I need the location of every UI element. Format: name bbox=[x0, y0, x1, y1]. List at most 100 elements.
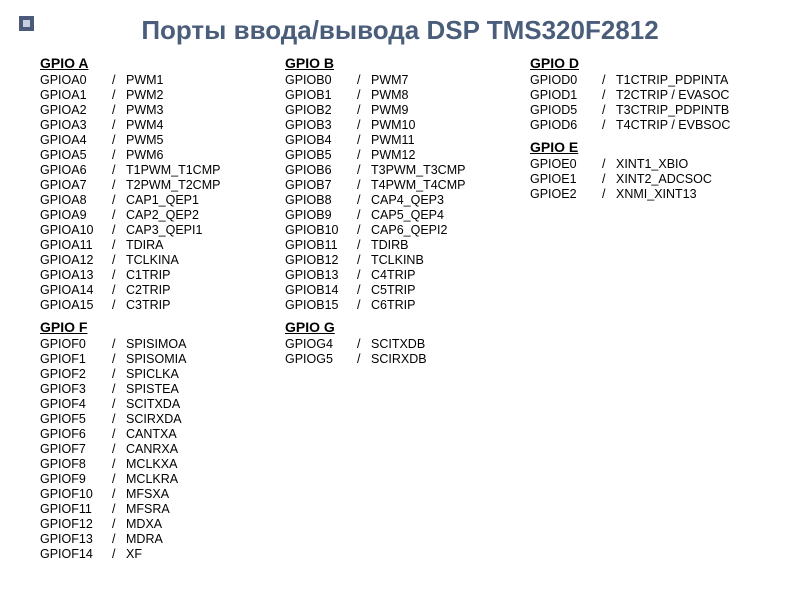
pin-name: GPIOF9 bbox=[40, 472, 112, 487]
alt-function: C4TRIP bbox=[371, 268, 530, 283]
pin-name: GPIOB13 bbox=[285, 268, 357, 283]
gpio-column: GPIO DGPIOD0/T1CTRIP_PDPINTAGPIOD1/T2CTR… bbox=[530, 55, 775, 562]
group-head: GPIO G bbox=[285, 319, 530, 335]
pin-name: GPIOA12 bbox=[40, 253, 112, 268]
alt-function: PWM1 bbox=[126, 73, 285, 88]
pin-name: GPIOF14 bbox=[40, 547, 112, 562]
pin-row: GPIOF14/XF bbox=[40, 547, 285, 562]
pin-row: GPIOF13/MDRA bbox=[40, 532, 285, 547]
alt-function: SCIRXDB bbox=[371, 352, 530, 367]
separator: / bbox=[357, 298, 371, 313]
pin-name: GPIOA6 bbox=[40, 163, 112, 178]
pin-name: GPIOB8 bbox=[285, 193, 357, 208]
alt-function: CAP5_QEP4 bbox=[371, 208, 530, 223]
pin-row: GPIOF3/SPISTEA bbox=[40, 382, 285, 397]
pin-name: GPIOF0 bbox=[40, 337, 112, 352]
pin-row: GPIOG5/SCIRXDB bbox=[285, 352, 530, 367]
pin-name: GPIOF2 bbox=[40, 367, 112, 382]
gpio-column: GPIO AGPIOA0/PWM1GPIOA1/PWM2GPIOA2/PWM3G… bbox=[40, 55, 285, 562]
pin-row: GPIOB7/T4PWM_T4CMP bbox=[285, 178, 530, 193]
separator: / bbox=[112, 193, 126, 208]
pin-name: GPIOA4 bbox=[40, 133, 112, 148]
alt-function: TDIRA bbox=[126, 238, 285, 253]
separator: / bbox=[112, 397, 126, 412]
pin-row: GPIOB15/C6TRIP bbox=[285, 298, 530, 313]
pin-name: GPIOF12 bbox=[40, 517, 112, 532]
alt-function: CAP3_QEPI1 bbox=[126, 223, 285, 238]
separator: / bbox=[357, 178, 371, 193]
pin-name: GPIOG5 bbox=[285, 352, 357, 367]
pin-name: GPIOA9 bbox=[40, 208, 112, 223]
alt-function: CAP4_QEP3 bbox=[371, 193, 530, 208]
separator: / bbox=[357, 118, 371, 133]
alt-function: MCLKRA bbox=[126, 472, 285, 487]
pin-row: GPIOA15/C3TRIP bbox=[40, 298, 285, 313]
alt-function: MFSXA bbox=[126, 487, 285, 502]
pin-name: GPIOF6 bbox=[40, 427, 112, 442]
pin-row: GPIOF5/SCIRXDA bbox=[40, 412, 285, 427]
alt-function: T1PWM_T1CMP bbox=[126, 163, 285, 178]
alt-function: TCLKINB bbox=[371, 253, 530, 268]
alt-function: MCLKXA bbox=[126, 457, 285, 472]
pin-name: GPIOF4 bbox=[40, 397, 112, 412]
separator: / bbox=[112, 163, 126, 178]
pin-name: GPIOF3 bbox=[40, 382, 112, 397]
separator: / bbox=[112, 238, 126, 253]
pin-name: GPIOB2 bbox=[285, 103, 357, 118]
separator: / bbox=[112, 352, 126, 367]
group-head: GPIO D bbox=[530, 55, 775, 71]
pin-row: GPIOB13/C4TRIP bbox=[285, 268, 530, 283]
alt-function: C6TRIP bbox=[371, 298, 530, 313]
pin-name: GPIOB6 bbox=[285, 163, 357, 178]
pin-row: GPIOB2/PWM9 bbox=[285, 103, 530, 118]
pin-name: GPIOB3 bbox=[285, 118, 357, 133]
pin-name: GPIOG4 bbox=[285, 337, 357, 352]
alt-function: PWM4 bbox=[126, 118, 285, 133]
separator: / bbox=[357, 163, 371, 178]
alt-function: C3TRIP bbox=[126, 298, 285, 313]
alt-function: XINT2_ADCSOC bbox=[616, 172, 775, 187]
alt-function: T1CTRIP_PDPINTA bbox=[616, 73, 775, 88]
pin-row: GPIOB10/CAP6_QEPI2 bbox=[285, 223, 530, 238]
alt-function: MDRA bbox=[126, 532, 285, 547]
alt-function: SCIRXDA bbox=[126, 412, 285, 427]
pin-name: GPIOB0 bbox=[285, 73, 357, 88]
pin-row: GPIOA0/PWM1 bbox=[40, 73, 285, 88]
separator: / bbox=[357, 133, 371, 148]
separator: / bbox=[602, 157, 616, 172]
pin-row: GPIOF6/CANTXA bbox=[40, 427, 285, 442]
group-head: GPIO B bbox=[285, 55, 530, 71]
pin-row: GPIOF8/MCLKXA bbox=[40, 457, 285, 472]
pin-row: GPIOF9/MCLKRA bbox=[40, 472, 285, 487]
separator: / bbox=[357, 268, 371, 283]
pin-row: GPIOG4/SCITXDB bbox=[285, 337, 530, 352]
pin-row: GPIOF11/MFSRA bbox=[40, 502, 285, 517]
pin-name: GPIOB10 bbox=[285, 223, 357, 238]
separator: / bbox=[112, 148, 126, 163]
separator: / bbox=[112, 178, 126, 193]
pin-name: GPIOB1 bbox=[285, 88, 357, 103]
separator: / bbox=[112, 487, 126, 502]
separator: / bbox=[112, 208, 126, 223]
pin-name: GPIOF8 bbox=[40, 457, 112, 472]
pin-row: GPIOF4/SCITXDA bbox=[40, 397, 285, 412]
alt-function: MDXA bbox=[126, 517, 285, 532]
separator: / bbox=[602, 73, 616, 88]
pin-row: GPIOE2/XNMI_XINT13 bbox=[530, 187, 775, 202]
separator: / bbox=[357, 253, 371, 268]
separator: / bbox=[357, 193, 371, 208]
pin-name: GPIOD1 bbox=[530, 88, 602, 103]
pin-name: GPIOF1 bbox=[40, 352, 112, 367]
separator: / bbox=[112, 73, 126, 88]
alt-function: SCITXDA bbox=[126, 397, 285, 412]
pin-row: GPIOD1/T2CTRIP / EVASOC bbox=[530, 88, 775, 103]
alt-function: CAP2_QEP2 bbox=[126, 208, 285, 223]
pin-name: GPIOB11 bbox=[285, 238, 357, 253]
separator: / bbox=[112, 118, 126, 133]
separator: / bbox=[112, 337, 126, 352]
separator: / bbox=[602, 172, 616, 187]
alt-function: TCLKINA bbox=[126, 253, 285, 268]
separator: / bbox=[112, 283, 126, 298]
pin-name: GPIOE0 bbox=[530, 157, 602, 172]
pin-row: GPIOF12/MDXA bbox=[40, 517, 285, 532]
